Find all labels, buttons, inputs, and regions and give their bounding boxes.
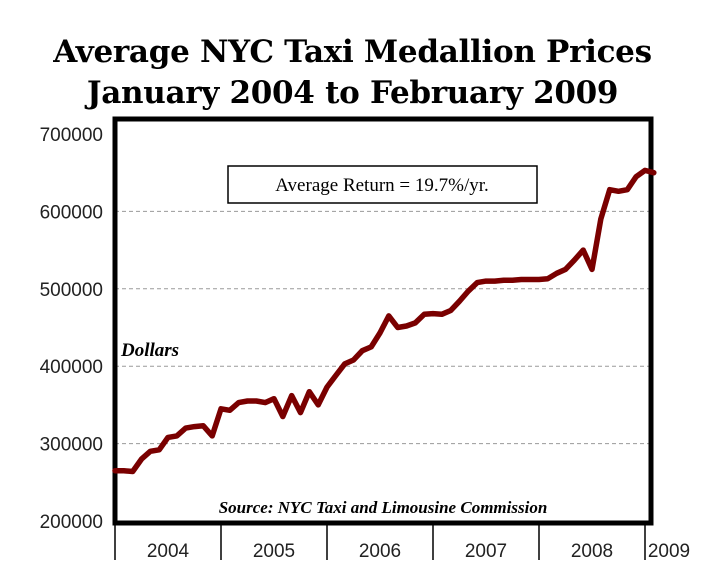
y-tick-label: 300000 (40, 435, 103, 456)
return-annotation-box (227, 165, 538, 204)
x-tick-label: 2007 (465, 541, 507, 562)
plot-frame (112, 116, 654, 526)
x-tick-label: 2009 (648, 541, 690, 562)
gridlines (115, 210, 651, 445)
y-tick-label: 200000 (40, 512, 103, 533)
x-tick-label: 2006 (359, 541, 401, 562)
return-annotation: Average Return = 19.7%/yr. (275, 175, 489, 196)
source-annotation: Source: NYC Taxi and Limousine Commissio… (219, 498, 548, 517)
y-tick-label: 400000 (40, 357, 103, 378)
y-tick-label: 700000 (40, 125, 103, 146)
y-axis-label: Dollars (120, 340, 179, 361)
chart-title-line-1: Average NYC Taxi Medallion Prices (53, 34, 652, 70)
series-line (112, 167, 657, 475)
y-axis: 700000 600000 500000 400000 300000 200000 (40, 125, 103, 533)
chart-title-line-2: January 2004 to February 2009 (86, 75, 619, 111)
y-tick-label: 500000 (40, 280, 103, 301)
x-tick-label: 2004 (147, 541, 190, 562)
y-tick-label: 600000 (40, 202, 103, 223)
x-tick-label: 2005 (253, 541, 295, 562)
x-axis: 2004 2005 2006 2007 2008 2009 (114, 523, 690, 562)
x-tick-label: 2008 (571, 541, 613, 562)
